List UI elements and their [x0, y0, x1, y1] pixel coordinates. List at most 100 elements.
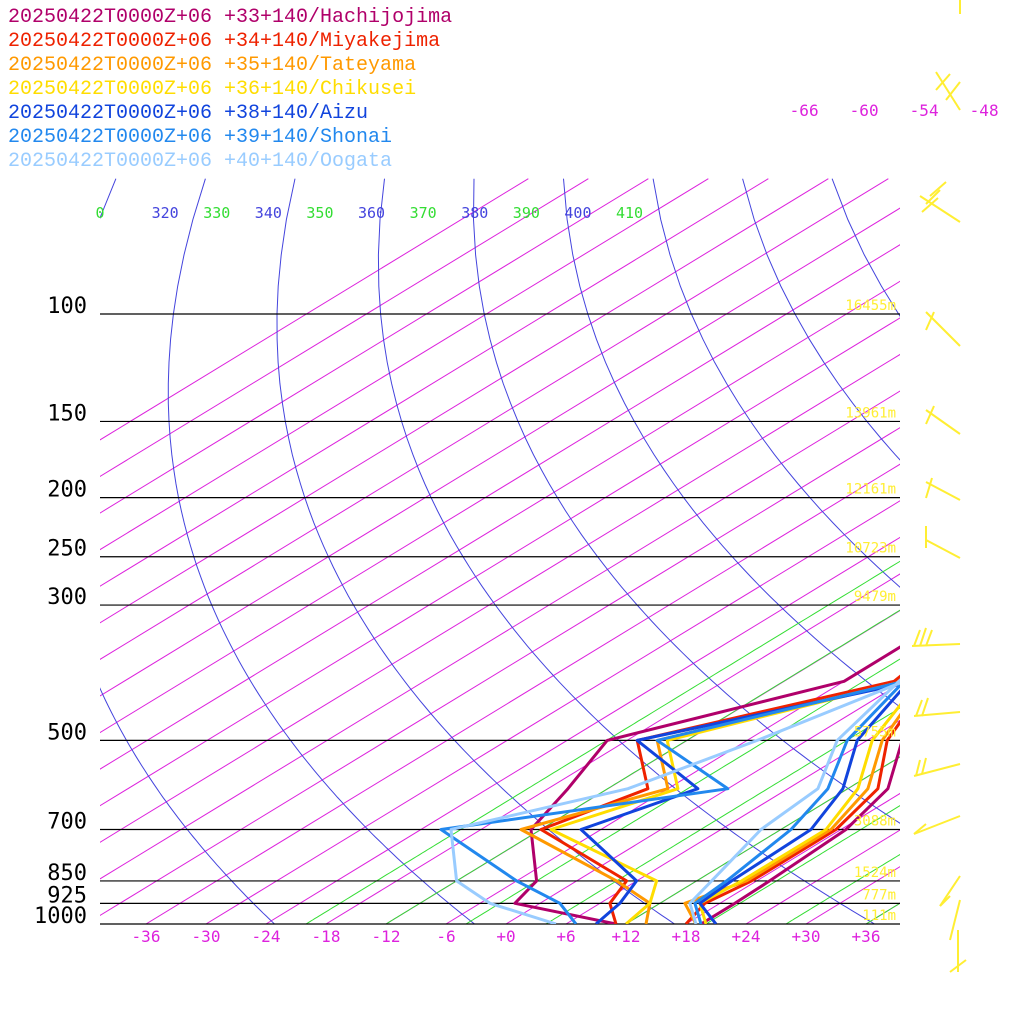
- isotherm-line: [100, 178, 709, 551]
- pressure-label: 200: [47, 478, 87, 503]
- wind-barb: [925, 311, 935, 331]
- pressure-label: 1000: [34, 904, 87, 929]
- isotherm-line: [325, 573, 900, 924]
- isobar-lines: [100, 313, 900, 925]
- height-label: 13961m: [845, 405, 896, 421]
- isotherm-line: [926, 179, 1024, 924]
- isotherm-line: [100, 178, 889, 660]
- pressure-label: 700: [47, 810, 87, 835]
- theta-label: 380: [461, 204, 488, 222]
- wind-barb: [925, 629, 933, 647]
- height-label: 3088m: [854, 814, 896, 830]
- isotherm-line: [100, 178, 649, 514]
- x-tick-label: +24: [732, 927, 761, 946]
- wind-barb: [919, 627, 927, 647]
- isotherm-line: [100, 178, 829, 624]
- wind-barb: [921, 757, 927, 775]
- x-tick-label: -36: [132, 927, 161, 946]
- legend-entry-hachijojima: 20250422T0000Z+06 +33+140/Hachijojima: [8, 6, 453, 29]
- series-4-temperature-line: [698, 689, 900, 924]
- isotherm-label: -54: [910, 101, 939, 120]
- height-label: 16455m: [845, 298, 896, 314]
- series-6-dewpoint-line: [449, 681, 900, 924]
- height-label: 5755m: [854, 724, 896, 740]
- height-label: 9479m: [854, 589, 896, 605]
- legend: 20250422T0000Z+06 +33+140/Hachijojima 20…: [8, 6, 452, 174]
- isotherm-line: [100, 427, 900, 917]
- x-tick-label: +30: [792, 927, 821, 946]
- isotherm-line: [100, 178, 769, 587]
- wind-barb: [925, 477, 933, 499]
- wind-barb: [935, 73, 951, 91]
- legend-entry-aizu: 20250422T0000Z+06 +38+140/Aizu: [8, 102, 369, 125]
- isotherm-line: [265, 536, 900, 924]
- isotherm-line: [100, 353, 900, 843]
- theta-label: 390: [513, 204, 540, 222]
- wind-barb: [925, 539, 961, 559]
- wind-barb: [913, 823, 927, 835]
- theta-label: 340: [255, 204, 282, 222]
- dry-adiabat-line: [652, 178, 900, 588]
- series-5-dewpoint-line: [439, 680, 900, 924]
- wind-barb: [913, 711, 961, 717]
- height-label: 777m: [862, 887, 896, 903]
- x-tick-label: -6: [436, 927, 455, 946]
- height-label: 10723m: [845, 541, 896, 557]
- dry-adiabat-line: [167, 178, 476, 924]
- pressure-label: 500: [47, 720, 87, 745]
- pressure-label: 100: [47, 294, 87, 319]
- dry-adiabat-lines: [100, 178, 1024, 937]
- axis-labels: 100 16455m 150 13961m 200 12161m 250 10723m 300 9…: [34, 101, 999, 946]
- series-6-temperature-line: [688, 678, 900, 924]
- x-tick-label: +6: [556, 927, 575, 946]
- series-2-temperature-line: [683, 712, 900, 924]
- wind-barb: [913, 815, 961, 835]
- wind-barb: [929, 181, 947, 197]
- legend-entry-chikusei: 20250422T0000Z+06 +36+140/Chikusei: [8, 78, 417, 101]
- wind-barb: [935, 71, 961, 111]
- legend-entry-tateyama: 20250422T0000Z+06 +35+140/Tateyama: [8, 54, 417, 77]
- isotherm-line: [565, 719, 900, 924]
- wind-barbs: [911, 0, 967, 973]
- wind-barb: [925, 409, 961, 435]
- theta-label: 0: [95, 204, 104, 222]
- isotherm-line: [685, 792, 900, 924]
- height-label: 1524m: [854, 865, 896, 881]
- isotherm-label: -60: [850, 101, 879, 120]
- series-0-temperature-line: [700, 742, 900, 924]
- theta-label: 400: [564, 204, 591, 222]
- x-tick-label: +12: [612, 927, 641, 946]
- x-tick-label: +18: [672, 927, 701, 946]
- legend-entry-oogata: 20250422T0000Z+06 +40+140/Oogata: [8, 150, 393, 173]
- height-label: 12161m: [845, 482, 896, 498]
- isotherm-line: [100, 178, 529, 441]
- wind-barb: [913, 629, 921, 647]
- isotherm-line: [145, 463, 900, 924]
- isotherm-line: [986, 179, 1024, 924]
- theta-label: 350: [306, 204, 333, 222]
- isotherm-line: [100, 207, 900, 697]
- dry-adiabat-line: [922, 179, 1024, 937]
- dry-adiabat-line: [563, 178, 900, 708]
- legend-entry-shonai: 20250422T0000Z+06 +39+140/Shonai: [8, 126, 393, 149]
- x-tick-label: -12: [372, 927, 401, 946]
- isotherm-line: [100, 280, 900, 770]
- dry-adiabat-line: [377, 178, 876, 924]
- x-tick-label: -24: [252, 927, 281, 946]
- height-label: 111m: [862, 908, 896, 924]
- sounding-profiles: [439, 645, 900, 924]
- isotherm-line: [205, 500, 900, 924]
- dry-adiabat-line: [100, 178, 276, 924]
- theta-label: 360: [358, 204, 385, 222]
- isotherm-line: [100, 317, 900, 807]
- isotherm-line: [505, 683, 900, 924]
- wind-barb: [921, 697, 929, 717]
- isotherm-line: [100, 178, 589, 478]
- wind-barb: [939, 895, 951, 907]
- series-3-temperature-line: [698, 702, 900, 924]
- wind-barb: [945, 81, 961, 101]
- theta-label: 370: [410, 204, 437, 222]
- isotherm-lines: [100, 178, 1024, 924]
- x-tick-label: +36: [852, 927, 881, 946]
